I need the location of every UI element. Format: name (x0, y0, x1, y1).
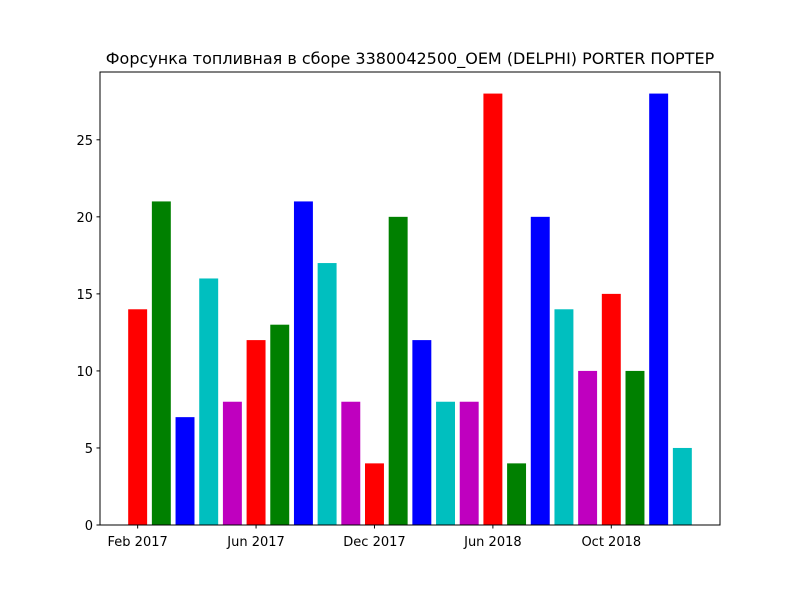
bar (625, 370, 645, 525)
bar (578, 370, 598, 525)
bar (483, 93, 503, 526)
bar (270, 324, 290, 525)
bar (246, 340, 266, 525)
bar (601, 293, 621, 525)
y-tick-label: 15 (76, 288, 93, 303)
y-tick-label: 5 (85, 442, 93, 457)
x-tick-label: Dec 2017 (343, 535, 405, 550)
bar (199, 278, 219, 525)
y-tick-label: 20 (76, 211, 93, 226)
bar (175, 417, 195, 525)
bar (151, 201, 171, 525)
y-tick-label: 25 (76, 134, 93, 149)
x-tick-label: Feb 2017 (108, 535, 168, 550)
bar (388, 216, 408, 525)
chart-title: Форсунка топливная в сборе 3380042500_OE… (106, 49, 715, 69)
bar (649, 93, 669, 526)
bar (317, 263, 337, 525)
bar (341, 401, 361, 525)
x-tick-label: Jun 2017 (226, 535, 285, 550)
bar (412, 340, 432, 525)
bar (554, 309, 574, 525)
bar (128, 309, 148, 525)
bar (507, 463, 527, 525)
bar (436, 401, 455, 525)
bar (530, 216, 550, 525)
bar (293, 201, 313, 525)
plot-frame (99, 71, 721, 526)
x-tick-label: Jun 2018 (463, 535, 522, 550)
bar (459, 401, 479, 525)
y-tick-label: 10 (76, 365, 93, 380)
x-tick-label: Oct 2018 (581, 535, 641, 550)
bar (222, 401, 242, 525)
y-tick-label: 0 (85, 519, 93, 534)
bar (365, 463, 384, 525)
bar (672, 447, 692, 525)
